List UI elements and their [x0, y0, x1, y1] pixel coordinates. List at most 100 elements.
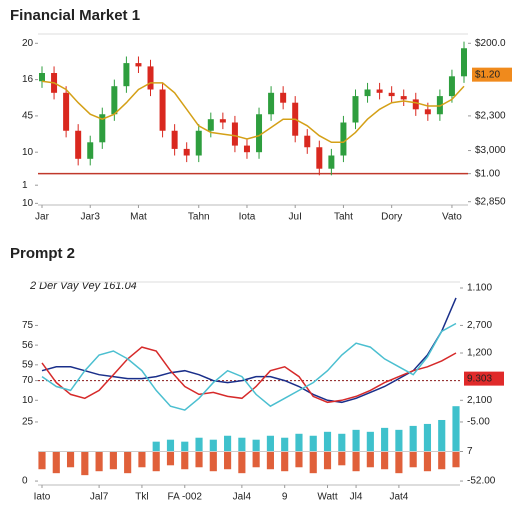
candle-body: [231, 122, 238, 146]
y-tick-label: 10: [22, 395, 34, 406]
y2-tick-label: $1.20: [475, 69, 500, 80]
bar: [252, 451, 260, 468]
y2-tick-label: $2,300: [475, 111, 506, 122]
y-tick-label: 16: [22, 74, 34, 85]
bar: [323, 451, 332, 470]
y2-tick-label: 2,700: [467, 320, 492, 331]
candle-body: [461, 48, 467, 77]
x-tick-label: Taht: [334, 212, 353, 223]
x-tick-label: Jl4: [350, 492, 363, 503]
bar: [195, 437, 203, 452]
bar: [66, 451, 75, 468]
candle-body: [63, 92, 70, 131]
x-tick-label: Iota: [239, 212, 256, 223]
chart-title: Financial Market 1: [10, 7, 140, 24]
bar: [366, 431, 374, 452]
candle-body: [340, 122, 347, 156]
bar: [224, 451, 232, 470]
candle-body: [39, 73, 45, 82]
candle-body: [123, 63, 130, 87]
candle-body: [99, 114, 106, 143]
bar: [124, 451, 132, 474]
candle-body: [412, 99, 419, 110]
bar: [238, 451, 246, 474]
x-tick-label: Tahn: [188, 212, 210, 223]
bar: [423, 451, 432, 472]
bar: [209, 439, 217, 452]
x-tick-label: FA -002: [168, 492, 203, 503]
bar: [309, 435, 317, 452]
bar: [38, 451, 46, 470]
bar: [423, 423, 432, 452]
x-tick-label: Jar: [35, 212, 50, 223]
chart-title: Prompt 2: [10, 245, 75, 262]
bar: [95, 451, 103, 472]
bar: [252, 439, 260, 452]
y2-tick-label: -5.00: [467, 417, 490, 428]
candle-body: [159, 89, 166, 131]
x-tick-label: Tkl: [135, 492, 148, 503]
candle-body: [87, 142, 94, 159]
y2-tick-label: 9.303: [467, 373, 492, 384]
y2-tick-label: 2,100: [467, 395, 492, 406]
bar: [238, 437, 246, 452]
bar: [224, 435, 232, 452]
y-tick-label: 59: [22, 359, 34, 370]
bar: [181, 451, 189, 470]
x-tick-label: Iato: [34, 492, 51, 503]
bar: [195, 451, 203, 468]
candle-body: [388, 92, 395, 97]
line-series: [41, 322, 457, 411]
candle-body: [243, 145, 250, 153]
bar: [395, 451, 403, 474]
bar: [381, 451, 389, 470]
y2-tick-box: [464, 371, 504, 386]
bar: [152, 441, 160, 452]
y-tick-label: 25: [22, 417, 34, 428]
x-tick-label: Vato: [442, 212, 462, 223]
bar: [152, 451, 160, 472]
y2-tick-label: $200.0: [475, 38, 506, 49]
bar: [166, 451, 175, 466]
bar: [323, 431, 332, 452]
bar: [295, 433, 303, 452]
bar: [281, 437, 289, 452]
candle-body: [280, 92, 287, 103]
candle-body: [207, 119, 214, 131]
line-series: [41, 80, 465, 144]
x-tick-label: Watt: [317, 492, 337, 503]
bar: [266, 451, 274, 470]
y-tick-label: 20: [22, 38, 34, 49]
bar: [438, 451, 446, 470]
bar: [452, 406, 460, 452]
candle-body: [424, 109, 431, 115]
y2-tick-label: 1.100: [467, 283, 492, 294]
bar: [352, 429, 360, 452]
candle-body: [352, 96, 359, 123]
bar: [181, 441, 189, 452]
candle-body: [135, 63, 142, 67]
candle-body: [256, 114, 263, 153]
bar: [209, 451, 217, 472]
bar: [109, 451, 117, 470]
bar: [309, 451, 317, 474]
y-tick-label: 10: [22, 198, 34, 209]
candle-body: [219, 119, 226, 123]
y2-tick-label: -52.00: [467, 476, 496, 487]
candle-body: [183, 148, 190, 156]
bar: [281, 451, 289, 472]
candle-body: [400, 96, 407, 100]
y2-tick-label: $1.00: [475, 168, 500, 179]
x-tick-label: Jal7: [90, 492, 109, 503]
candle-body: [364, 89, 371, 97]
candle-body: [448, 76, 455, 97]
bar: [338, 451, 346, 466]
bar: [395, 429, 403, 452]
candle-body: [147, 66, 154, 90]
x-tick-label: Dory: [381, 212, 402, 223]
candle-body: [316, 147, 323, 169]
candle-body: [171, 130, 178, 149]
y-tick-label: 75: [22, 320, 34, 331]
bar: [366, 451, 374, 468]
